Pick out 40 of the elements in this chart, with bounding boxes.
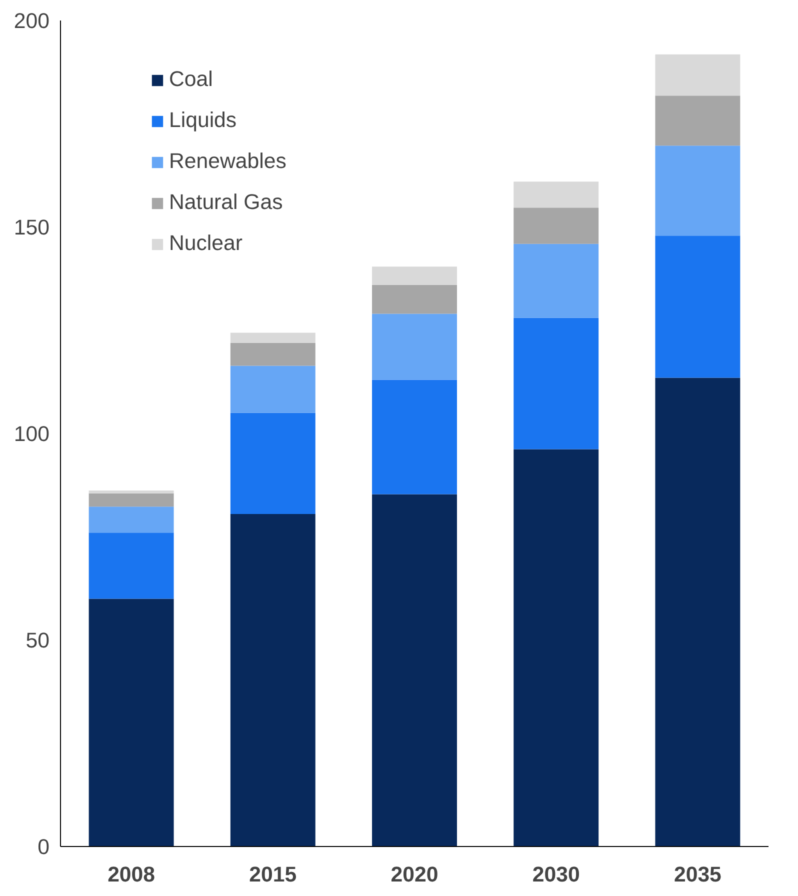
y-tick-label: 150: [14, 216, 50, 240]
y-tick-label: 100: [14, 422, 50, 446]
bar: [372, 266, 457, 285]
legend-label: Coal: [169, 67, 213, 92]
bar: [372, 314, 457, 380]
bar: [655, 378, 740, 846]
bar: [230, 332, 316, 344]
bar: [88, 598, 174, 846]
bar: [372, 380, 457, 494]
bar: [514, 182, 599, 208]
x-tick-label: 2008: [108, 862, 156, 886]
bar: [230, 343, 316, 366]
bar: [655, 236, 740, 378]
bar: [655, 54, 740, 96]
bar: [88, 490, 174, 494]
bar: [655, 96, 740, 146]
legend-label: Liquids: [169, 108, 237, 133]
bar: [88, 532, 174, 599]
bar: [514, 449, 599, 846]
bar: [372, 284, 457, 314]
y-tick-label: 0: [38, 835, 50, 859]
y-tick-label: 50: [26, 628, 50, 652]
bar: [514, 244, 599, 318]
x-tick-label: 2030: [532, 862, 580, 886]
legend-label: Natural Gas: [169, 190, 283, 215]
bar: [372, 494, 457, 846]
y-tick-label: 200: [14, 9, 50, 33]
x-tick-label: 2015: [249, 862, 297, 886]
bar: [88, 506, 174, 533]
bar: [514, 318, 599, 450]
x-tick-label: 2020: [390, 862, 438, 886]
bar: [655, 146, 740, 236]
legend-label: Renewables: [169, 149, 286, 174]
bar: [514, 208, 599, 244]
bar: [230, 412, 316, 514]
bar: [88, 493, 174, 507]
bar: [230, 514, 316, 846]
bar: [230, 366, 316, 413]
x-tick-label: 2035: [674, 862, 722, 886]
legend-label: Nuclear: [169, 231, 242, 256]
